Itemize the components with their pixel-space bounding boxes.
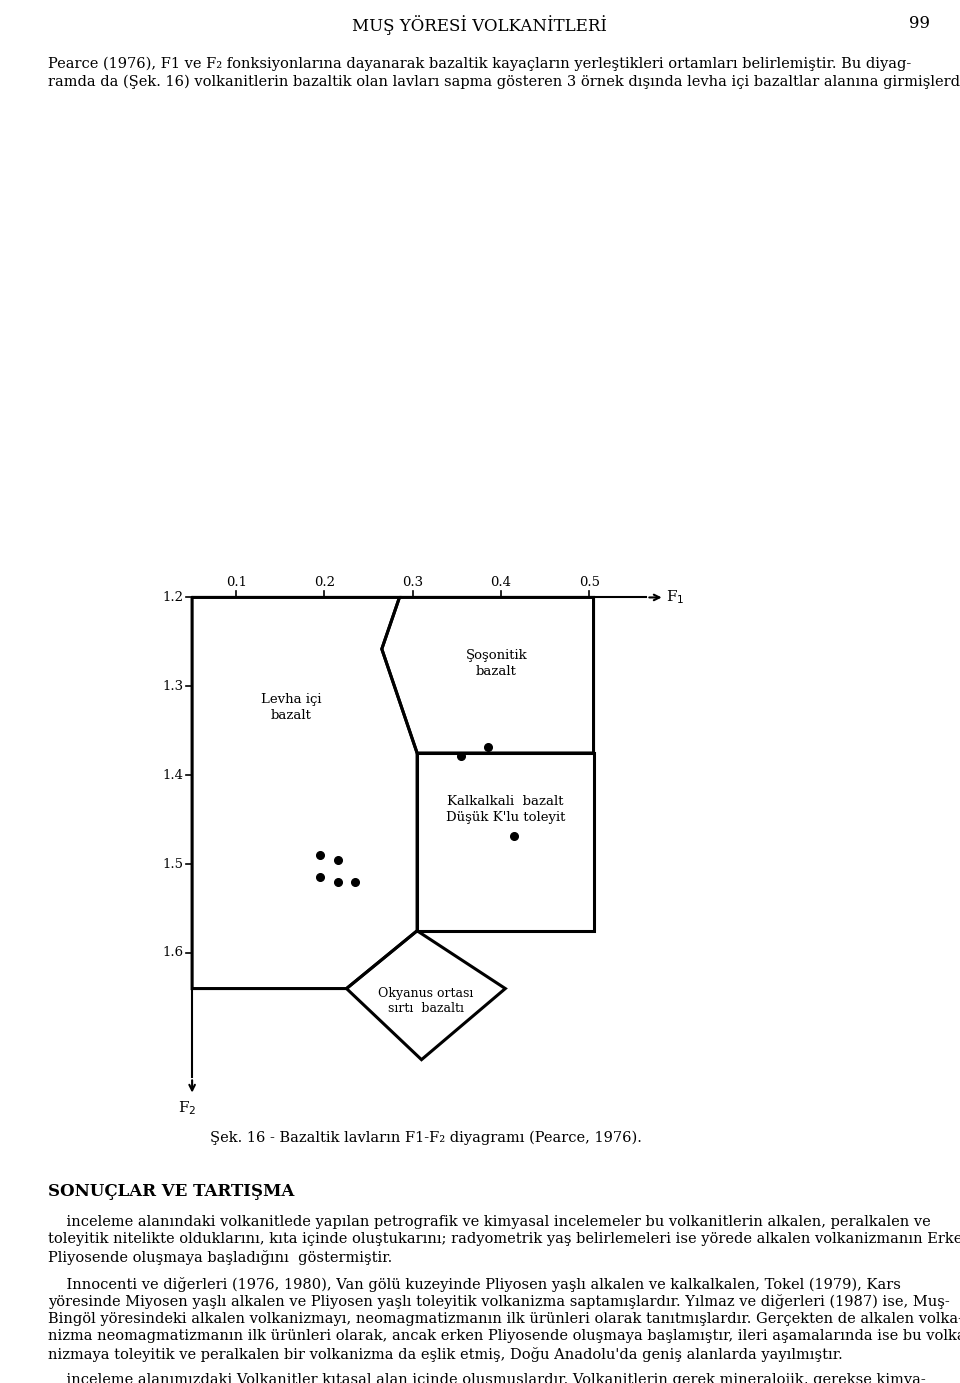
Text: 0.2: 0.2 xyxy=(314,577,335,589)
Text: toleyitik nitelikte olduklarını, kıta içinde oluştukarını; radyometrik yaş belir: toleyitik nitelikte olduklarını, kıta iç… xyxy=(48,1232,960,1246)
Text: inceleme alanımızdaki Volkanitler kıtasal alan içinde oluşmuşlardır. Volkanitler: inceleme alanımızdaki Volkanitler kıtasa… xyxy=(48,1373,925,1383)
Text: nizma neomagmatizmanın ilk ürünleri olarak, ancak erken Pliyosende oluşmaya başl: nizma neomagmatizmanın ilk ürünleri olar… xyxy=(48,1329,960,1343)
Text: sırtı  bazaltı: sırtı bazaltı xyxy=(388,1001,464,1015)
Text: Okyanus ortası: Okyanus ortası xyxy=(378,986,473,1000)
Text: Düşük K'lu toleyit: Düşük K'lu toleyit xyxy=(445,812,565,824)
Text: ramda da (Şek. 16) volkanitlerin bazaltik olan lavları sapma gösteren 3 örnek dı: ramda da (Şek. 16) volkanitlerin bazalti… xyxy=(48,75,960,90)
Text: Kalkalkali  bazalt: Kalkalkali bazalt xyxy=(447,795,564,809)
Text: F$_1$: F$_1$ xyxy=(666,589,684,606)
Text: Şoşonitik: Şoşonitik xyxy=(466,649,527,661)
Text: yöresinde Miyosen yaşlı alkalen ve Pliyosen yaşlı toleyitik volkanizma saptamışl: yöresinde Miyosen yaşlı alkalen ve Pliyo… xyxy=(48,1294,949,1308)
Text: Innocenti ve diğerleri (1976, 1980), Van gölü kuzeyinde Pliyosen yaşlı alkalen v: Innocenti ve diğerleri (1976, 1980), Van… xyxy=(48,1277,900,1292)
Text: bazalt: bazalt xyxy=(476,665,516,678)
Text: 1.3: 1.3 xyxy=(162,680,183,693)
Text: 1.4: 1.4 xyxy=(162,769,183,781)
Text: F$_2$: F$_2$ xyxy=(178,1099,196,1117)
Text: 1.6: 1.6 xyxy=(162,946,183,960)
Text: Şek. 16 - Bazaltik lavların F1-F₂ diyagramı (Pearce, 1976).: Şek. 16 - Bazaltik lavların F1-F₂ diyagr… xyxy=(210,1131,642,1145)
Text: 0.3: 0.3 xyxy=(402,577,423,589)
Text: Levha içi: Levha içi xyxy=(261,693,322,707)
Text: Pliyosende oluşmaya başladığını  göstermiştir.: Pliyosende oluşmaya başladığını göstermi… xyxy=(48,1250,393,1265)
Text: Bingöl yöresindeki alkalen volkanizmayı, neomagmatizmanın ilk ürünleri olarak ta: Bingöl yöresindeki alkalen volkanizmayı,… xyxy=(48,1311,960,1325)
Text: Pearce (1976), F1 ve F₂ fonksiyonlarına dayanarak bazaltik kayaçların yerleştikl: Pearce (1976), F1 ve F₂ fonksiyonlarına … xyxy=(48,57,911,72)
Text: 0.5: 0.5 xyxy=(579,577,600,589)
Text: 1.5: 1.5 xyxy=(162,857,183,871)
Text: 0.1: 0.1 xyxy=(226,577,247,589)
Text: 99: 99 xyxy=(909,15,930,32)
Text: 0.4: 0.4 xyxy=(491,577,512,589)
Text: bazalt: bazalt xyxy=(271,709,311,722)
Text: inceleme alanındaki volkanitlede yapılan petrografik ve kimyasal incelemeler bu : inceleme alanındaki volkanitlede yapılan… xyxy=(48,1216,931,1229)
Text: 1.2: 1.2 xyxy=(162,591,183,604)
Text: SONUÇLAR VE TARTIŞMA: SONUÇLAR VE TARTIŞMA xyxy=(48,1182,295,1200)
Text: MUŞ YÖRESİ VOLKANİTLERİ: MUŞ YÖRESİ VOLKANİTLERİ xyxy=(352,15,608,35)
Text: nizmaya toleyitik ve peralkalen bir volkanizma da eşlik etmiş, Doğu Anadolu'da g: nizmaya toleyitik ve peralkalen bir volk… xyxy=(48,1347,843,1361)
